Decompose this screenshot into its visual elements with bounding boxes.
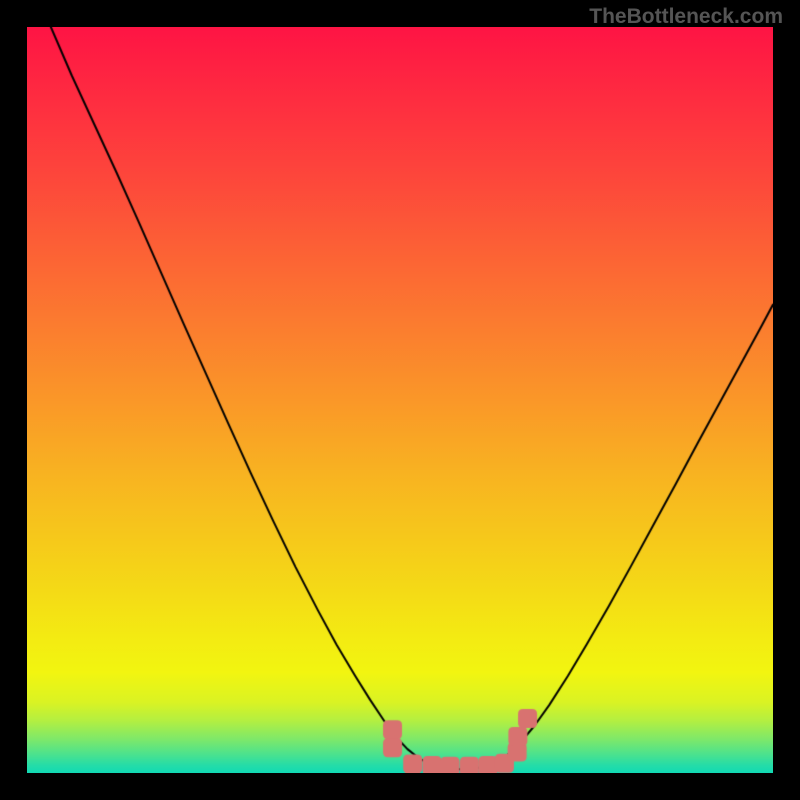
watermark-text: TheBottleneck.com — [589, 5, 783, 29]
plot-area — [27, 27, 773, 773]
bottleneck-curve-chart — [27, 27, 773, 773]
